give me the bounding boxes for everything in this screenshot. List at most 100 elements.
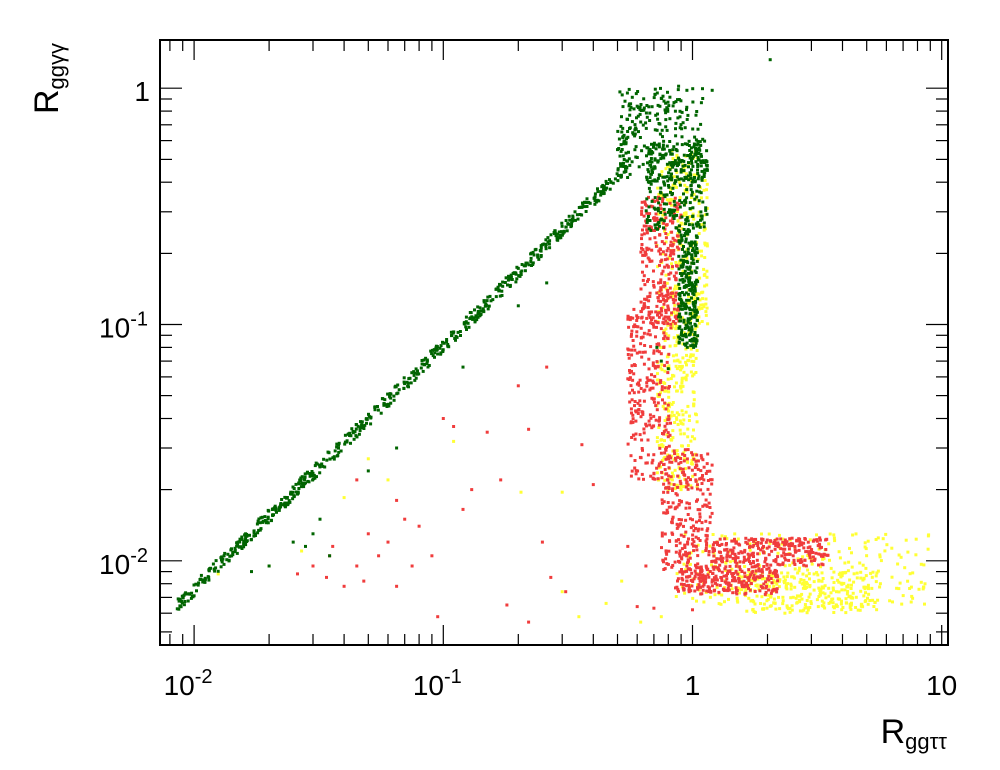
data-point-series-2 xyxy=(410,564,414,568)
data-point-series-2 xyxy=(677,559,680,563)
data-point-series-3 xyxy=(435,348,439,352)
data-point-series-1 xyxy=(863,585,867,589)
data-point-series-1 xyxy=(728,560,732,564)
data-point-series-3 xyxy=(570,218,574,221)
data-point-series-2 xyxy=(652,453,656,457)
data-point-series-2 xyxy=(666,246,670,250)
data-point-series-3 xyxy=(699,164,703,168)
data-point-series-2 xyxy=(677,538,680,542)
data-point-series-2 xyxy=(331,544,335,548)
data-point-series-2 xyxy=(779,537,783,541)
data-point-series-3 xyxy=(699,218,702,222)
data-point-series-2 xyxy=(773,547,777,551)
data-point-series-3 xyxy=(553,229,557,233)
data-point-series-3 xyxy=(689,283,693,287)
data-point-series-2 xyxy=(639,250,643,254)
data-point-series-3 xyxy=(696,152,700,155)
data-point-series-2 xyxy=(626,544,630,548)
data-point-series-3 xyxy=(696,142,700,146)
data-point-series-2 xyxy=(657,281,660,285)
data-point-series-3 xyxy=(195,589,198,593)
data-point-series-3 xyxy=(696,168,699,172)
data-point-series-3 xyxy=(687,279,691,283)
data-point-series-2 xyxy=(747,538,751,542)
data-point-series-2 xyxy=(632,391,636,395)
data-point-series-2 xyxy=(662,462,666,466)
data-point-series-2 xyxy=(664,294,668,298)
data-point-series-2 xyxy=(706,479,710,482)
data-point-series-3 xyxy=(654,226,658,230)
data-point-series-1 xyxy=(743,565,747,568)
data-point-series-1 xyxy=(678,365,682,368)
data-point-series-2 xyxy=(772,570,776,574)
data-point-series-3 xyxy=(650,142,653,146)
data-point-series-2 xyxy=(657,315,661,319)
data-point-series-3 xyxy=(677,254,681,258)
data-point-series-2 xyxy=(752,539,756,543)
data-point-series-3 xyxy=(668,148,672,152)
data-point-series-2 xyxy=(811,551,815,554)
data-point-series-3 xyxy=(661,94,665,98)
data-point-series-2 xyxy=(642,362,646,366)
data-point-series-1 xyxy=(796,571,800,575)
data-point-series-2 xyxy=(790,544,794,548)
data-point-series-1 xyxy=(694,413,698,417)
data-point-series-2 xyxy=(677,503,681,507)
data-point-series-1 xyxy=(673,344,677,348)
data-point-series-1 xyxy=(911,596,915,600)
data-point-series-2 xyxy=(677,202,681,206)
data-point-series-2 xyxy=(752,538,756,542)
data-point-series-2 xyxy=(651,316,655,320)
data-point-series-2 xyxy=(710,578,714,582)
data-point-series-2 xyxy=(758,589,762,593)
data-point-series-3 xyxy=(703,168,707,172)
data-point-series-2 xyxy=(642,427,646,431)
data-point-series-1 xyxy=(668,199,672,203)
data-point-series-3 xyxy=(355,435,359,439)
data-point-series-2 xyxy=(643,344,647,347)
data-point-series-1 xyxy=(791,575,795,579)
data-point-series-1 xyxy=(672,287,676,291)
data-point-series-2 xyxy=(650,461,654,465)
data-point-series-2 xyxy=(634,432,638,436)
data-point-series-3 xyxy=(658,224,661,228)
data-point-series-2 xyxy=(701,504,705,508)
data-point-series-3 xyxy=(479,309,483,313)
data-point-series-2 xyxy=(631,316,635,320)
data-point-series-3 xyxy=(302,485,306,489)
data-point-series-3 xyxy=(640,149,644,153)
data-point-series-1 xyxy=(660,170,664,174)
data-point-series-3 xyxy=(678,205,682,209)
data-point-series-1 xyxy=(674,327,678,331)
data-point-series-2 xyxy=(696,483,699,487)
data-point-series-3 xyxy=(695,247,699,250)
data-point-series-3 xyxy=(421,369,425,373)
data-point-series-1 xyxy=(663,478,667,482)
data-point-series-3 xyxy=(363,423,367,427)
data-point-series-1 xyxy=(655,436,659,440)
data-point-series-3 xyxy=(705,212,709,216)
data-point-series-3 xyxy=(601,189,605,193)
data-point-series-2 xyxy=(774,544,778,548)
data-point-series-1 xyxy=(788,606,792,610)
data-point-series-2 xyxy=(655,360,659,364)
data-point-series-2 xyxy=(630,364,634,368)
data-point-series-2 xyxy=(657,464,661,468)
data-point-series-3 xyxy=(285,496,288,500)
data-point-series-2 xyxy=(677,589,680,593)
data-point-series-2 xyxy=(545,365,549,369)
data-point-series-2 xyxy=(726,572,729,576)
data-point-series-3 xyxy=(482,300,486,304)
data-point-series-2 xyxy=(626,317,630,321)
data-point-series-2 xyxy=(806,546,810,550)
data-point-series-3 xyxy=(568,218,572,222)
data-point-series-3 xyxy=(419,366,423,370)
data-point-series-1 xyxy=(666,165,670,168)
data-point-series-3 xyxy=(235,541,239,545)
data-point-series-3 xyxy=(622,170,626,174)
data-point-series-3 xyxy=(413,371,417,375)
data-point-series-3 xyxy=(677,267,681,271)
data-point-series-2 xyxy=(688,506,692,510)
data-point-series-3 xyxy=(633,148,637,152)
data-point-series-2 xyxy=(705,541,709,545)
